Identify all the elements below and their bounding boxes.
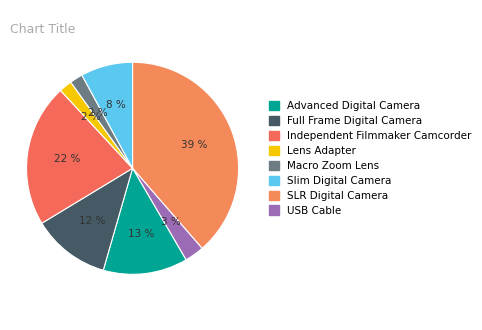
Wedge shape xyxy=(27,90,133,223)
Text: 22 %: 22 % xyxy=(54,154,80,164)
Text: 13 %: 13 % xyxy=(128,229,154,239)
Wedge shape xyxy=(42,168,133,270)
Legend: Advanced Digital Camera, Full Frame Digital Camera, Independent Filmmaker Camcor: Advanced Digital Camera, Full Frame Digi… xyxy=(266,98,475,219)
Wedge shape xyxy=(133,62,239,248)
Text: 2 %: 2 % xyxy=(88,108,107,117)
Wedge shape xyxy=(61,82,133,168)
Wedge shape xyxy=(82,62,133,168)
Text: 8 %: 8 % xyxy=(107,100,126,110)
Text: 2 %: 2 % xyxy=(81,112,101,122)
Wedge shape xyxy=(133,168,202,260)
Wedge shape xyxy=(103,168,186,274)
Text: 3 %: 3 % xyxy=(161,217,181,227)
Text: Chart Title: Chart Title xyxy=(10,23,75,36)
Text: 12 %: 12 % xyxy=(80,215,106,225)
Text: 39 %: 39 % xyxy=(181,140,207,150)
Wedge shape xyxy=(71,75,133,168)
